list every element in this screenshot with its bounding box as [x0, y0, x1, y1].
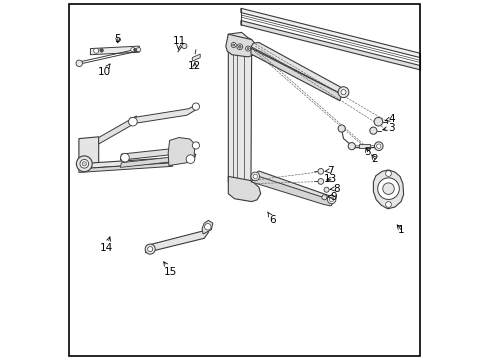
- Text: 1: 1: [396, 225, 404, 235]
- Text: 4: 4: [385, 114, 394, 124]
- Circle shape: [385, 202, 390, 207]
- Circle shape: [133, 48, 136, 51]
- Polygon shape: [241, 21, 419, 70]
- Text: 3: 3: [382, 123, 394, 133]
- Circle shape: [376, 144, 380, 148]
- Circle shape: [121, 153, 129, 162]
- Circle shape: [317, 179, 323, 184]
- Polygon shape: [250, 48, 341, 101]
- Circle shape: [128, 117, 137, 126]
- Circle shape: [232, 44, 234, 46]
- Circle shape: [130, 48, 135, 52]
- Polygon shape: [79, 137, 99, 166]
- Circle shape: [382, 183, 393, 194]
- Polygon shape: [79, 163, 172, 172]
- Polygon shape: [170, 154, 196, 164]
- Circle shape: [238, 45, 241, 48]
- Polygon shape: [79, 158, 172, 169]
- Polygon shape: [202, 220, 212, 234]
- Polygon shape: [145, 228, 208, 253]
- Circle shape: [147, 247, 152, 252]
- Text: 8: 8: [329, 184, 339, 194]
- Polygon shape: [228, 176, 260, 202]
- Text: 14: 14: [100, 237, 113, 253]
- Polygon shape: [241, 8, 419, 58]
- Text: 12: 12: [188, 60, 201, 71]
- Circle shape: [192, 103, 199, 110]
- Circle shape: [317, 168, 323, 174]
- Circle shape: [245, 46, 250, 51]
- Text: 11: 11: [172, 36, 185, 49]
- Text: 3: 3: [364, 147, 370, 157]
- Circle shape: [204, 224, 211, 230]
- Circle shape: [253, 174, 257, 179]
- Circle shape: [326, 195, 335, 204]
- Circle shape: [374, 142, 382, 150]
- Circle shape: [321, 195, 326, 200]
- Circle shape: [340, 90, 346, 95]
- Text: 7: 7: [324, 166, 333, 176]
- Polygon shape: [120, 142, 198, 160]
- Polygon shape: [99, 116, 136, 144]
- Circle shape: [250, 172, 259, 181]
- Circle shape: [385, 171, 390, 176]
- Circle shape: [237, 44, 242, 50]
- Circle shape: [100, 49, 103, 52]
- Circle shape: [94, 48, 99, 53]
- Circle shape: [337, 87, 348, 98]
- Polygon shape: [225, 34, 257, 57]
- Circle shape: [82, 162, 86, 166]
- Circle shape: [145, 244, 155, 254]
- Text: 10: 10: [97, 64, 110, 77]
- Circle shape: [324, 187, 328, 192]
- Polygon shape: [250, 171, 332, 202]
- Circle shape: [182, 44, 186, 49]
- Circle shape: [246, 48, 249, 50]
- Circle shape: [76, 60, 82, 67]
- Polygon shape: [358, 144, 369, 148]
- Polygon shape: [129, 104, 198, 124]
- Text: 15: 15: [163, 262, 177, 277]
- Text: 2: 2: [371, 154, 377, 164]
- Polygon shape: [192, 54, 200, 61]
- Polygon shape: [90, 46, 139, 55]
- Circle shape: [373, 117, 382, 126]
- Polygon shape: [168, 138, 194, 166]
- Circle shape: [76, 156, 92, 172]
- Polygon shape: [120, 152, 186, 167]
- Polygon shape: [250, 42, 344, 94]
- Text: 9: 9: [327, 192, 336, 202]
- Circle shape: [186, 155, 194, 163]
- Circle shape: [377, 178, 399, 199]
- Circle shape: [231, 42, 236, 48]
- Circle shape: [329, 197, 333, 202]
- Circle shape: [347, 143, 355, 150]
- Polygon shape: [373, 170, 403, 209]
- Circle shape: [80, 159, 88, 168]
- Circle shape: [337, 125, 345, 132]
- Circle shape: [136, 48, 141, 52]
- Circle shape: [192, 142, 199, 149]
- Polygon shape: [250, 176, 334, 206]
- Polygon shape: [228, 32, 251, 188]
- Circle shape: [369, 127, 376, 134]
- Text: 6: 6: [267, 212, 275, 225]
- Text: 13: 13: [324, 174, 337, 184]
- Text: 5: 5: [114, 33, 121, 44]
